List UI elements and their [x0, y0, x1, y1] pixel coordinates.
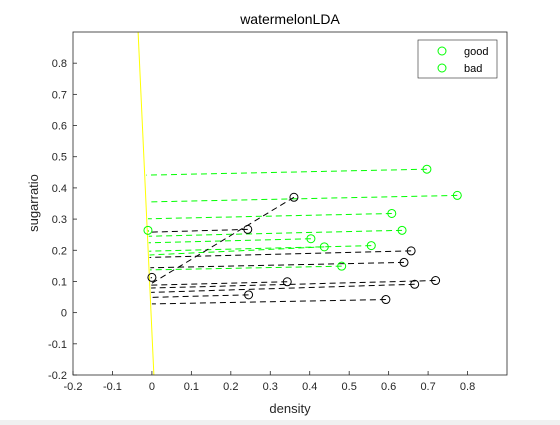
x-tick-label: 0 [149, 381, 155, 393]
legend: good bad [417, 39, 498, 79]
x-tick-label: 0.8 [460, 381, 475, 393]
bad-data-point [243, 224, 253, 234]
bad-projection-dash [151, 294, 249, 298]
y-tick-label: 0.7 [52, 89, 67, 101]
legend-good-label: good [464, 46, 488, 58]
good-projection-dash [147, 212, 392, 220]
x-tick-label: 0.1 [184, 381, 199, 393]
bad-data-point [289, 192, 299, 202]
bad-projection-dash [148, 228, 248, 233]
legend-bad-label: bad [464, 63, 482, 75]
good-projection-dash [147, 194, 458, 203]
legend-good-marker [437, 46, 447, 56]
good-data-point [387, 208, 397, 218]
bad-data-point [399, 257, 409, 267]
bad-data-point [431, 276, 441, 286]
bad-data-point [406, 246, 416, 256]
y-tick-label: 0.2 [52, 245, 67, 257]
y-tick-label: 0.8 [52, 58, 67, 70]
y-tick-label: 0.3 [52, 214, 67, 226]
plot-box [72, 31, 508, 376]
y-tick-label: 0.5 [52, 152, 67, 164]
good-projection-dash [148, 229, 403, 237]
bad-data-point [410, 279, 420, 289]
x-tick-label: -0.2 [64, 381, 83, 393]
good-projection-dash [149, 265, 342, 271]
good-projection-dash [149, 245, 372, 252]
y-axis-label: sugarratio [26, 174, 41, 232]
bad-projection-dash [149, 250, 412, 258]
good-data-point [337, 261, 347, 271]
x-tick-label: 0.4 [302, 381, 317, 393]
bad-projection-dash [150, 276, 153, 279]
bad-data-point [282, 277, 292, 287]
good-projection-dash [147, 230, 150, 232]
bad-projection-dash [151, 299, 386, 305]
x-tick-label: 0.2 [223, 381, 238, 393]
x-axis-label: density [269, 401, 311, 416]
x-tick-label: 0.6 [381, 381, 396, 393]
plot-area [73, 32, 507, 375]
bad-data-point [244, 290, 254, 300]
bad-projection-dash [151, 283, 415, 293]
good-projection-dash [149, 246, 325, 256]
legend-box [417, 39, 498, 79]
x-tick-label: 0.5 [342, 381, 357, 393]
good-data-point [306, 234, 316, 244]
good-data-point [319, 242, 329, 252]
y-tick-label: -0.1 [48, 339, 67, 351]
bad-data-point [381, 295, 391, 305]
good-projection-dash [148, 238, 311, 244]
y-tick-label: 0.4 [52, 183, 67, 195]
x-tick-label: 0.7 [420, 381, 435, 393]
y-tick-label: 0.1 [52, 276, 67, 288]
bad-projection-dash [150, 261, 405, 269]
bad-projection-dash [150, 196, 295, 285]
bad-data-point [147, 272, 157, 282]
bad-projection-dash [150, 281, 288, 286]
good-data-point [397, 225, 407, 235]
bad-projection-dash [151, 280, 436, 289]
legend-bad-marker [437, 63, 447, 73]
good-data-point [452, 190, 462, 200]
good-data-point [422, 164, 432, 174]
y-tick-label: 0.6 [52, 121, 67, 133]
good-data-point [143, 225, 153, 235]
y-tick-label: -0.2 [48, 370, 67, 382]
chart-title: watermelonLDA [239, 11, 340, 27]
lda-projection-line [137, 31, 155, 376]
y-tick-label: 0 [61, 308, 67, 320]
x-tick-label: 0.3 [263, 381, 278, 393]
good-data-point [366, 241, 376, 251]
x-tick-label: -0.1 [103, 381, 122, 393]
good-projection-dash [146, 168, 427, 176]
